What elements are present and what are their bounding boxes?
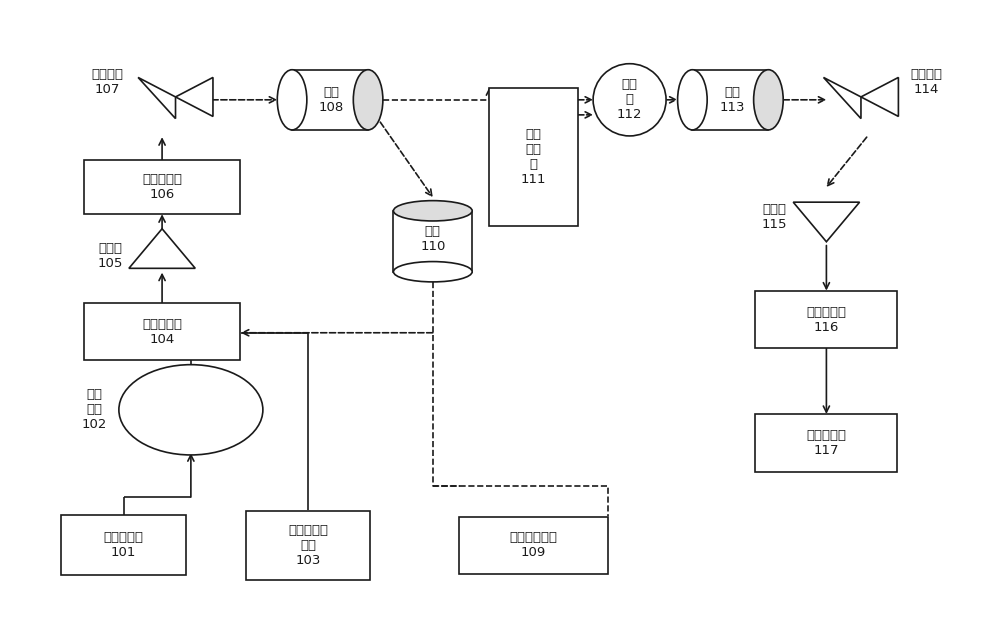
Ellipse shape xyxy=(277,70,307,130)
Polygon shape xyxy=(129,229,195,268)
FancyBboxPatch shape xyxy=(61,515,186,576)
FancyBboxPatch shape xyxy=(292,70,368,130)
Polygon shape xyxy=(176,77,213,117)
Ellipse shape xyxy=(393,261,472,282)
FancyBboxPatch shape xyxy=(692,70,768,130)
FancyBboxPatch shape xyxy=(755,291,897,348)
Polygon shape xyxy=(824,77,861,119)
Circle shape xyxy=(162,392,220,428)
Circle shape xyxy=(133,374,248,446)
Text: 衍射光栅
107: 衍射光栅 107 xyxy=(92,68,124,96)
FancyBboxPatch shape xyxy=(246,510,370,580)
FancyBboxPatch shape xyxy=(393,211,472,271)
Ellipse shape xyxy=(678,70,707,130)
Polygon shape xyxy=(138,77,176,119)
FancyBboxPatch shape xyxy=(459,517,608,574)
Text: 激光加工设备
109: 激光加工设备 109 xyxy=(510,531,558,559)
Text: 物镜
108: 物镜 108 xyxy=(319,86,344,114)
Ellipse shape xyxy=(754,70,783,130)
Text: 高速示波器
117: 高速示波器 117 xyxy=(806,429,846,457)
Polygon shape xyxy=(793,202,860,242)
Circle shape xyxy=(119,365,263,455)
Text: 物镜
110: 物镜 110 xyxy=(420,225,445,253)
Polygon shape xyxy=(861,77,898,117)
FancyBboxPatch shape xyxy=(84,303,240,360)
Text: 准直器
105: 准直器 105 xyxy=(98,242,123,270)
Text: 任意波形发
生器
103: 任意波形发 生器 103 xyxy=(288,524,328,567)
Ellipse shape xyxy=(353,70,383,130)
Text: 光电探测器
116: 光电探测器 116 xyxy=(806,305,846,334)
Text: 衍射光栅
114: 衍射光栅 114 xyxy=(910,68,942,96)
Text: 激光
加工
件
111: 激光 加工 件 111 xyxy=(521,128,546,186)
Ellipse shape xyxy=(593,64,666,136)
Text: 电光调制器
104: 电光调制器 104 xyxy=(142,317,182,345)
Circle shape xyxy=(148,382,234,437)
Text: 单模
光纤
102: 单模 光纤 102 xyxy=(82,388,107,431)
Text: 滤波
片
112: 滤波 片 112 xyxy=(617,78,642,121)
FancyBboxPatch shape xyxy=(755,414,897,472)
Text: 物镜
113: 物镜 113 xyxy=(719,86,745,114)
FancyBboxPatch shape xyxy=(84,160,240,214)
Text: 飞秒激光器
101: 飞秒激光器 101 xyxy=(104,531,144,559)
Text: 声光调制器
106: 声光调制器 106 xyxy=(142,173,182,201)
Text: 准直器
115: 准直器 115 xyxy=(762,203,787,231)
Ellipse shape xyxy=(393,201,472,221)
FancyBboxPatch shape xyxy=(489,88,578,226)
